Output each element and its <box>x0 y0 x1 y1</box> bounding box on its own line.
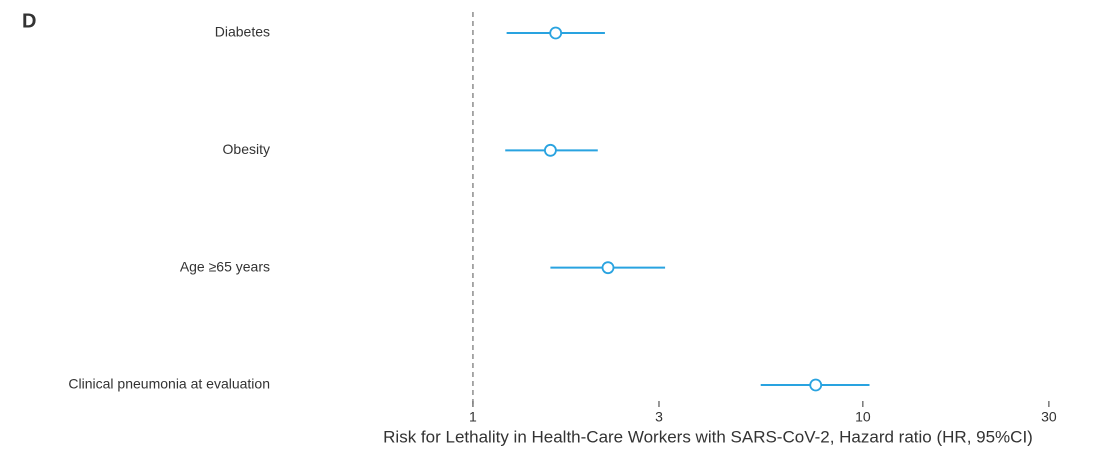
x-axis-label: Risk for Lethality in Health-Care Worker… <box>383 427 1033 446</box>
point-estimate <box>809 378 823 392</box>
point-estimate <box>549 26 563 40</box>
point-estimate <box>544 143 557 157</box>
x-tick-label: 30 <box>1041 409 1057 425</box>
x-tick-label: 3 <box>655 409 663 425</box>
x-tick-label: 10 <box>855 409 871 425</box>
category-label: Obesity <box>223 141 270 157</box>
panel-label: D <box>22 10 36 32</box>
category-label: Age ≥65 years <box>180 258 270 274</box>
category-label: Diabetes <box>215 24 270 40</box>
x-tick-label: 1 <box>469 409 477 425</box>
category-label: Clinical pneumonia at evaluation <box>68 376 270 392</box>
point-estimate <box>601 261 615 275</box>
